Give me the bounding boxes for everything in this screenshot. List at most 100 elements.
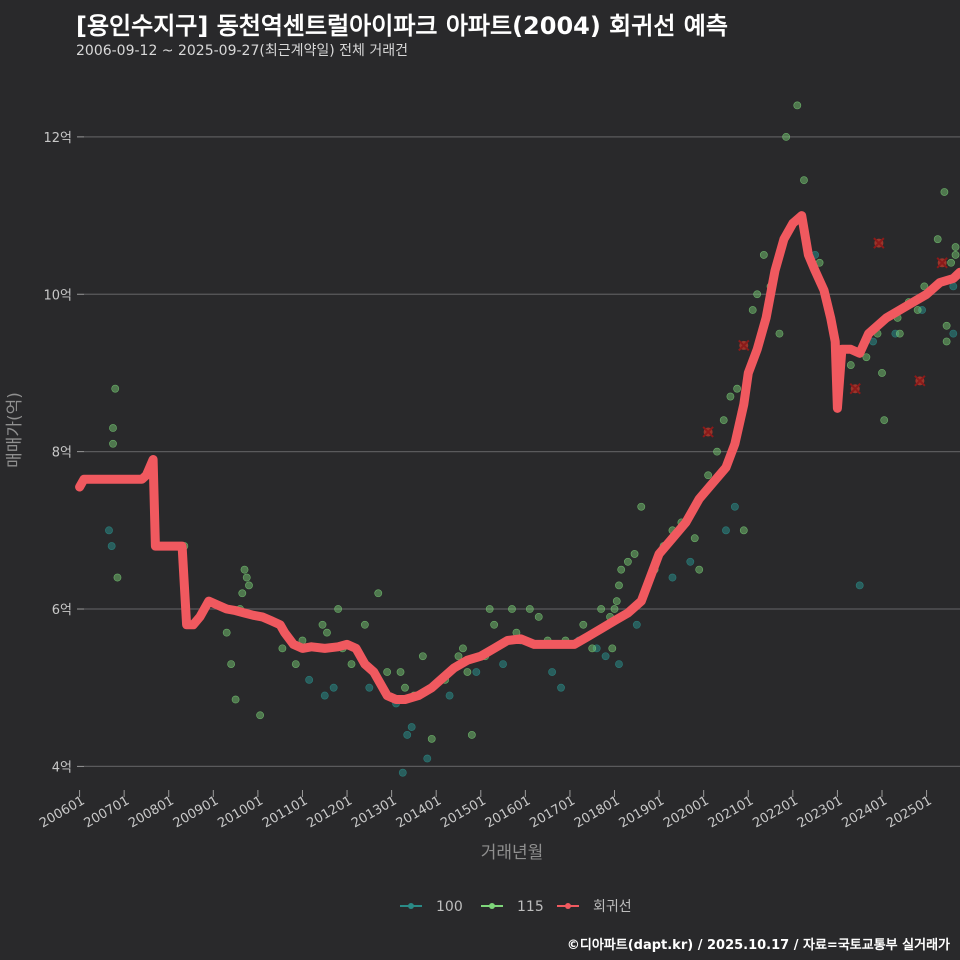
y-tick-label: 12억 xyxy=(43,131,72,146)
point-100 xyxy=(445,691,454,700)
outlier-x-mark xyxy=(914,375,926,387)
point-100 xyxy=(320,691,329,700)
point-115 xyxy=(323,628,331,637)
point-100 xyxy=(398,768,407,777)
point-115 xyxy=(318,620,327,629)
point-100 xyxy=(105,526,113,535)
point-115 xyxy=(490,620,499,629)
outlier-x-mark xyxy=(936,257,948,269)
point-100 xyxy=(891,329,900,338)
point-115 xyxy=(401,683,409,692)
point-115 xyxy=(800,176,808,185)
point-115 xyxy=(880,416,889,425)
point-100 xyxy=(855,581,864,590)
legend-dot xyxy=(489,903,495,909)
point-115 xyxy=(951,243,960,251)
point-100 xyxy=(592,644,601,653)
x-tick-label: 202101 xyxy=(706,793,756,831)
point-115 xyxy=(240,565,249,574)
x-tick-label: 201101 xyxy=(260,793,310,831)
regression-line xyxy=(75,211,960,704)
x-axis-ticks: 2006012007012008012009012010012011012012… xyxy=(37,790,935,831)
point-115 xyxy=(588,644,597,653)
legend-dot xyxy=(408,903,414,909)
point-115 xyxy=(608,644,617,653)
y-axis-ticks: 4억 6억 8억 10억 12억 xyxy=(43,131,84,775)
point-115 xyxy=(846,361,855,369)
x-tick-label: 202201 xyxy=(750,793,800,831)
y-tick-label: 6억 xyxy=(52,603,72,618)
point-100 xyxy=(423,754,432,763)
point-115 xyxy=(374,589,383,598)
point-115 xyxy=(775,329,784,338)
grid-lines xyxy=(84,136,960,768)
point-100 xyxy=(107,542,116,550)
legend-label: 회귀선 xyxy=(593,899,632,915)
x-tick-label: 201701 xyxy=(527,793,577,831)
point-115 xyxy=(733,384,742,393)
point-115 xyxy=(347,660,356,668)
point-100 xyxy=(305,675,314,684)
point-115 xyxy=(418,652,427,661)
point-100 xyxy=(365,683,374,692)
point-115 xyxy=(227,660,236,668)
x-tick-label: 201801 xyxy=(572,793,622,831)
x-tick-label: 200801 xyxy=(126,793,176,831)
outlier-x-mark xyxy=(873,237,885,249)
point-115 xyxy=(704,471,713,480)
point-115 xyxy=(695,565,704,574)
point-100 xyxy=(730,502,739,511)
outlier-x-mark xyxy=(702,426,714,438)
point-115 xyxy=(719,416,728,425)
x-tick-label: 201001 xyxy=(215,793,265,831)
point-115 xyxy=(278,644,287,653)
point-115 xyxy=(630,550,639,558)
point-115 xyxy=(109,439,117,448)
y-tick-label: 8억 xyxy=(52,446,72,461)
point-115 xyxy=(753,290,762,299)
x-tick-label: 201501 xyxy=(438,793,488,831)
point-115 xyxy=(597,605,606,613)
point-100 xyxy=(668,573,677,582)
point-100 xyxy=(407,723,416,731)
point-115 xyxy=(782,132,791,141)
point-115 xyxy=(739,526,748,535)
point-100 xyxy=(472,668,481,676)
x-tick-label: 202301 xyxy=(795,793,845,831)
point-115 xyxy=(427,734,436,743)
point-115 xyxy=(940,188,949,196)
point-115 xyxy=(534,612,543,621)
point-115 xyxy=(360,620,369,629)
point-115 xyxy=(245,581,253,590)
legend-label: 100 xyxy=(436,899,463,915)
x-tick-label: 202501 xyxy=(884,793,934,831)
point-115 xyxy=(920,282,929,291)
point-100 xyxy=(601,652,610,661)
x-tick-label: 202001 xyxy=(661,793,711,831)
point-100 xyxy=(632,620,641,629)
x-tick-label: 200901 xyxy=(171,793,221,831)
outlier-x-mark xyxy=(849,382,861,395)
point-115 xyxy=(485,605,494,613)
point-100 xyxy=(403,731,412,739)
x-axis-title: 거래년월 xyxy=(481,843,544,863)
point-115 xyxy=(454,652,463,661)
point-100 xyxy=(329,683,338,692)
point-115 xyxy=(256,711,265,720)
point-100 xyxy=(557,683,565,692)
point-115 xyxy=(231,695,240,704)
x-tick-label: 201201 xyxy=(305,793,355,831)
x-tick-label: 201901 xyxy=(617,793,667,831)
point-115 xyxy=(111,384,120,393)
x-tick-label: 201401 xyxy=(394,793,444,831)
x-tick-label: 201301 xyxy=(349,793,399,831)
x-tick-label: 200701 xyxy=(82,793,132,831)
y-tick-label: 10억 xyxy=(43,288,72,303)
point-115 xyxy=(793,101,802,110)
point-100 xyxy=(918,306,927,314)
point-115 xyxy=(222,628,231,637)
point-115 xyxy=(383,668,392,676)
point-115 xyxy=(690,534,699,543)
point-115 xyxy=(617,565,626,574)
point-115 xyxy=(291,660,300,668)
